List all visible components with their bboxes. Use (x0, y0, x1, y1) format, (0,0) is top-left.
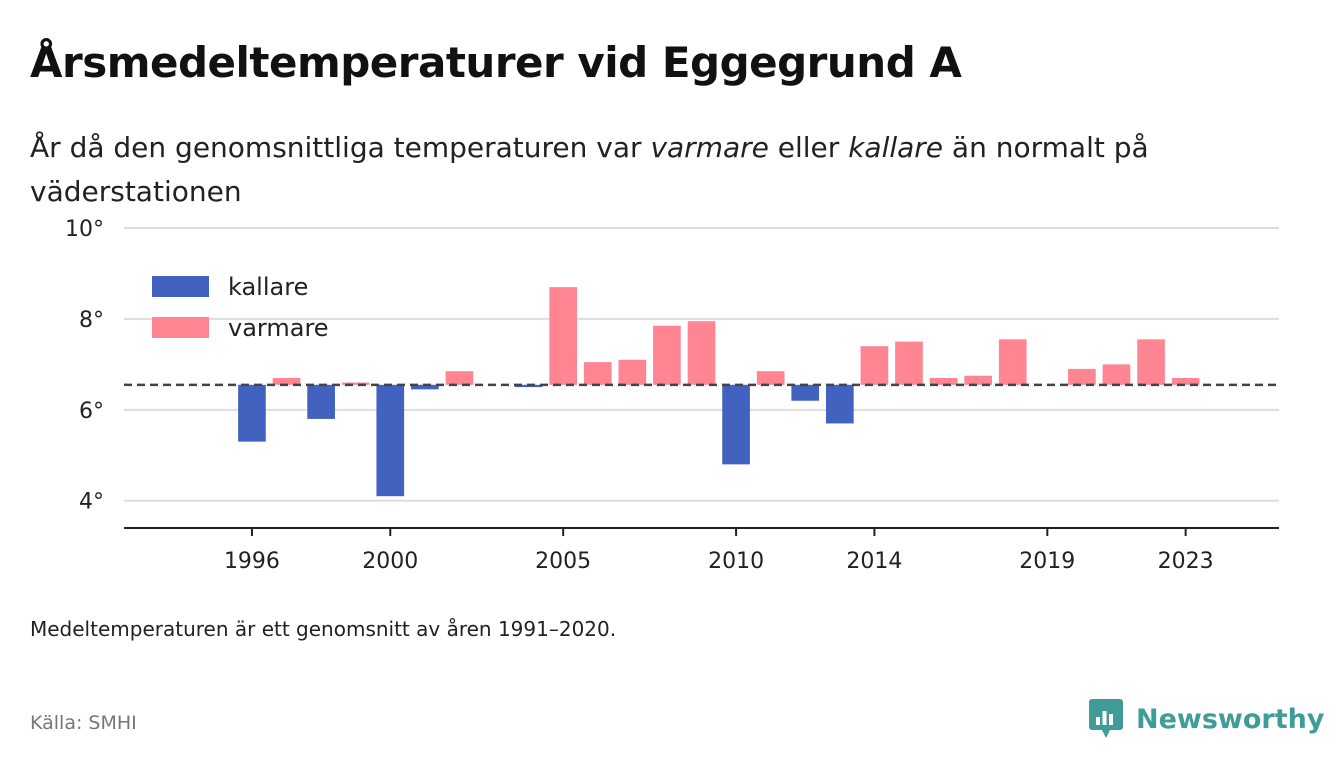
bar-2021 (1102, 364, 1131, 385)
source-label: Källa: SMHI (30, 712, 137, 734)
bar-1999 (341, 382, 370, 385)
subtitle-emphasis-warmer: varmare (650, 131, 769, 164)
x-tick-label-1996: 1996 (224, 549, 280, 574)
subtitle-text-1: År då den genomsnittliga temperaturen va… (30, 131, 651, 164)
x-tick-label-2019: 2019 (1019, 549, 1075, 574)
bar-2015 (895, 341, 923, 385)
bar-2013 (825, 384, 854, 424)
legend-label-kallare: kallare (228, 273, 308, 301)
bar-2020 (1068, 368, 1096, 385)
bar-2016 (929, 378, 958, 385)
chart-title: Årsmedeltemperaturer vid Eggegrund A (30, 38, 962, 87)
x-tick-label-2005: 2005 (535, 549, 591, 574)
bar-2014 (860, 346, 889, 385)
x-tick-label-2014: 2014 (846, 549, 902, 574)
brand-name[interactable]: Newsworthy (1136, 703, 1325, 735)
bar-2002 (445, 371, 474, 385)
subtitle-text-2: eller (768, 131, 849, 164)
chart-subtitle: År då den genomsnittliga temperaturen va… (30, 126, 1300, 214)
x-tick-label-2010: 2010 (708, 549, 764, 574)
bar-1997 (272, 378, 301, 385)
y-axis-ticks: 4° 6° 8° 10° (65, 217, 104, 515)
bar-2008 (653, 325, 681, 385)
x-tick-label-2023: 2023 (1158, 549, 1214, 574)
x-tick-label-2000: 2000 (362, 549, 418, 574)
bar-2011 (756, 371, 785, 385)
legend-label-varmare: varmare (228, 314, 329, 342)
legend-swatch-varmare (152, 317, 209, 338)
bar-2010 (722, 384, 750, 465)
bar-2012 (791, 384, 820, 401)
subtitle-text-3: än normalt på väderstationen (30, 131, 1149, 208)
bar-1996 (238, 384, 266, 442)
legend: kallare varmare (152, 273, 329, 342)
bar-1998 (307, 384, 335, 419)
y-tick-label-10: 10° (65, 217, 104, 242)
grid-lines (124, 227, 1279, 502)
bar-2006 (583, 362, 612, 385)
x-axis-ticks: 1996 2000 2005 2010 2014 2019 2023 (224, 528, 1214, 574)
bars (238, 287, 1200, 497)
bar-2017 (964, 375, 992, 385)
bar-2005 (549, 287, 578, 385)
bar-2022 (1137, 339, 1165, 385)
footnote: Medeltemperaturen är ett genomsnitt av å… (30, 617, 617, 641)
y-tick-label-4: 4° (79, 490, 104, 515)
bar-2001 (411, 384, 439, 390)
bar-2009 (687, 321, 716, 385)
bar-2023 (1171, 378, 1200, 385)
bar-2000 (376, 384, 405, 497)
subtitle-emphasis-colder: kallare (848, 131, 944, 164)
bar-chart: 4° 6° 8° 10° 1996 2000 2005 2010 2014 2019 2023 k… (65, 217, 1279, 574)
y-tick-label-8: 8° (79, 308, 104, 333)
bar-2007 (618, 359, 647, 385)
y-tick-label-6: 6° (79, 399, 104, 424)
brand[interactable]: Newsworthy (1088, 697, 1324, 741)
legend-swatch-kallare (152, 276, 209, 297)
bar-2018 (998, 339, 1027, 385)
newsworthy-logo-icon (1089, 699, 1123, 738)
